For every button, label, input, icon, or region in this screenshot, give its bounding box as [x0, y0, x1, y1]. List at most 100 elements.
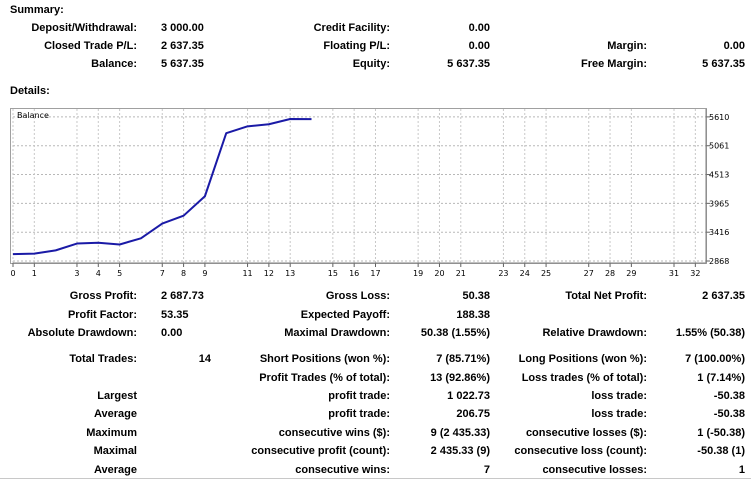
largest-profit-value: 1 022.73	[447, 390, 490, 402]
maximal-loss-value: -50.38 (1)	[697, 445, 745, 457]
deposit-value: 3 000.00	[161, 22, 204, 34]
x-tick-label: 28	[605, 269, 615, 278]
maximal-drawdown-label: Maximal Drawdown:	[284, 327, 390, 339]
relative-drawdown-label: Relative Drawdown:	[542, 327, 647, 339]
balance-value: 5 637.35	[161, 58, 204, 70]
x-tick-label: 3	[74, 269, 79, 278]
total-net-profit-value: 2 637.35	[702, 290, 745, 302]
average-profit-label: profit trade:	[328, 408, 390, 420]
gross-loss-label: Gross Loss:	[325, 290, 390, 302]
y-tick-label: 3965	[709, 199, 729, 208]
x-tick-label: 16	[349, 269, 359, 278]
maximum-label: Maximum	[86, 427, 137, 439]
x-tick-label: 8	[181, 269, 186, 278]
max-consec-losses-value: 1 (-50.38)	[697, 427, 745, 439]
expected-payoff-label: Expected Payoff:	[300, 309, 390, 321]
balance-series-line	[12, 117, 312, 256]
x-tick-label: 29	[626, 269, 636, 278]
short-positions-value: 7 (85.71%)	[436, 353, 490, 365]
floating-pl-value: 0.00	[468, 40, 490, 52]
maximal-label: Maximal	[93, 445, 137, 457]
largest-profit-label: profit trade:	[328, 390, 390, 402]
max-consec-losses-label: consecutive losses ($):	[525, 427, 647, 439]
floating-pl-label: Floating P/L:	[323, 40, 390, 52]
avg-consec-wins-label: consecutive wins:	[295, 464, 390, 476]
y-tick-label: 5610	[709, 113, 729, 122]
x-tick-label: 1	[32, 269, 37, 278]
y-tick-label: 3416	[709, 228, 729, 237]
x-tick-label: 11	[242, 269, 252, 278]
x-tick-label: 13	[285, 269, 295, 278]
max-consec-wins-value: 9 (2 435.33)	[430, 427, 490, 439]
total-trades-value: 14	[198, 353, 211, 365]
total-trades-label: Total Trades:	[69, 353, 137, 365]
x-tick-label: 0	[10, 269, 15, 278]
margin-label: Margin:	[607, 40, 647, 52]
x-tick-label: 31	[669, 269, 679, 278]
maximal-profit-value: 2 435.33 (9)	[430, 445, 490, 457]
long-positions-label: Long Positions (won %):	[518, 353, 647, 365]
closed-pl-value: 2 637.35	[161, 40, 204, 52]
short-positions-label: Short Positions (won %):	[259, 353, 390, 365]
free-margin-value: 5 637.35	[702, 58, 745, 70]
average2-label: Average	[93, 464, 137, 476]
profit-factor-label: Profit Factor:	[67, 309, 137, 321]
x-tick-label: 15	[328, 269, 338, 278]
expected-payoff-value: 188.38	[456, 309, 490, 321]
details-heading: Details:	[10, 85, 50, 97]
y-tick-label: 5061	[709, 142, 729, 151]
long-positions-value: 7 (100.00%)	[685, 353, 745, 365]
x-tick-label: 12	[264, 269, 274, 278]
summary-heading: Summary:	[10, 4, 64, 16]
gross-profit-label: Gross Profit:	[69, 290, 137, 302]
max-consec-wins-label: consecutive wins ($):	[278, 427, 390, 439]
total-net-profit-label: Total Net Profit:	[565, 290, 647, 302]
closed-pl-label: Closed Trade P/L:	[44, 40, 137, 52]
deposit-label: Deposit/Withdrawal:	[31, 22, 137, 34]
balance-chart	[10, 108, 707, 264]
y-tick-label: 2868	[709, 257, 729, 266]
x-tick-label: 24	[520, 269, 530, 278]
x-tick-label: 7	[160, 269, 165, 278]
x-tick-label: 25	[541, 269, 551, 278]
chart-title: Balance	[17, 111, 49, 120]
maximal-drawdown-value: 50.38 (1.55%)	[420, 327, 490, 339]
x-tick-label: 17	[370, 269, 380, 278]
profit-factor-value: 53.35	[161, 309, 189, 321]
relative-drawdown-value: 1.55% (50.38)	[675, 327, 745, 339]
equity-label: Equity:	[352, 58, 390, 70]
maximal-profit-label: consecutive profit (count):	[251, 445, 390, 457]
avg-consec-losses-value: 1	[738, 464, 745, 476]
profit-trades-value: 13 (92.86%)	[430, 372, 490, 384]
x-tick-label: 32	[690, 269, 700, 278]
bottom-divider	[0, 478, 751, 479]
x-tick-label: 4	[96, 269, 101, 278]
gross-loss-value: 50.38	[462, 290, 490, 302]
margin-value: 0.00	[723, 40, 745, 52]
equity-value: 5 637.35	[447, 58, 490, 70]
credit-label: Credit Facility:	[313, 22, 390, 34]
free-margin-label: Free Margin:	[580, 58, 647, 70]
x-tick-label: 27	[584, 269, 594, 278]
credit-value: 0.00	[468, 22, 490, 34]
loss-trades-label: Loss trades (% of total):	[521, 372, 647, 384]
absolute-drawdown-value: 0.00	[161, 327, 183, 339]
loss-trades-value: 1 (7.14%)	[697, 372, 745, 384]
absolute-drawdown-label: Absolute Drawdown:	[27, 327, 137, 339]
largest-loss-value: -50.38	[713, 390, 745, 402]
x-tick-label: 21	[456, 269, 466, 278]
y-tick-label: 4513	[709, 171, 729, 180]
avg-consec-wins-value: 7	[483, 464, 490, 476]
largest-label: Largest	[97, 390, 137, 402]
maximal-loss-label: consecutive loss (count):	[514, 445, 647, 457]
avg-consec-losses-label: consecutive losses:	[542, 464, 647, 476]
x-tick-label: 9	[202, 269, 207, 278]
average-profit-value: 206.75	[456, 408, 490, 420]
balance-label: Balance:	[91, 58, 137, 70]
profit-trades-label: Profit Trades (% of total):	[259, 372, 390, 384]
average-loss-value: -50.38	[713, 408, 745, 420]
x-tick-label: 5	[117, 269, 122, 278]
x-tick-label: 20	[434, 269, 444, 278]
gross-profit-value: 2 687.73	[161, 290, 204, 302]
